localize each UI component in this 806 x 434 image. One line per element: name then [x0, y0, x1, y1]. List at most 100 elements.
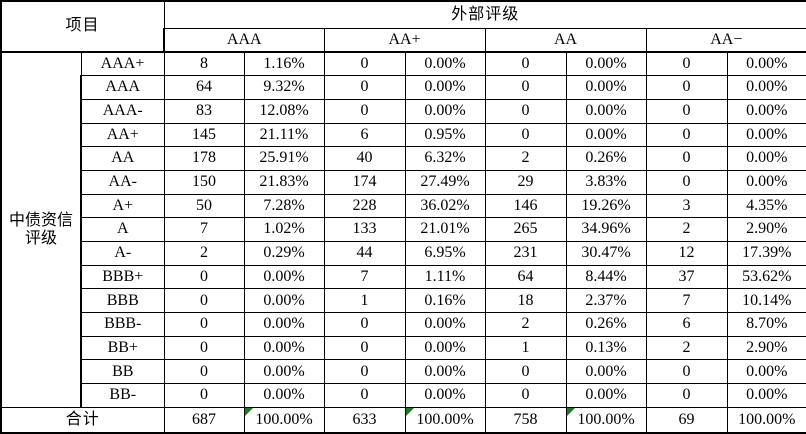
header-col-aa-plus: AA+ [323, 27, 486, 53]
percent-cell: 8.70% [726, 312, 806, 337]
percent-cell: 4.35% [726, 193, 806, 219]
table-row: AA- 150 21.83% 174 27.49% 29 3.83% 0 0.00% [1, 169, 806, 195]
count-cell: 2 [645, 217, 728, 242]
count-cell: 0 [484, 75, 567, 100]
row-label-cell: AA- [79, 169, 165, 195]
table-row: A- 2 0.29% 44 6.95% 231 30.47% 12 17.39% [1, 241, 806, 266]
table-row: A+ 50 7.28% 228 36.02% 146 19.26% 3 4.35% [1, 193, 806, 219]
green-flag-triangle-icon [245, 408, 253, 416]
percent-cell: 27.49% [404, 169, 486, 195]
count-cell: 0 [323, 312, 406, 337]
percent-cell: 6.32% [404, 146, 486, 171]
percent-cell: 0.00% [565, 75, 647, 100]
percent-cell: 21.83% [243, 169, 325, 195]
count-cell: 0 [484, 383, 567, 408]
row-label-cell: A- [79, 241, 165, 266]
header-project-cell: 项目 [0, 0, 165, 53]
percent-cell: 0.16% [404, 288, 486, 314]
count-cell: 40 [323, 146, 406, 171]
count-cell: 0 [323, 335, 406, 361]
count-cell: 0 [163, 383, 245, 408]
table-row: BBB+ 0 0.00% 7 1.11% 64 8.44% 37 53.62% [1, 264, 806, 290]
count-cell: 44 [323, 241, 406, 266]
count-cell: 2 [484, 312, 567, 337]
percent-cell: 0.13% [565, 335, 647, 361]
count-cell: 150 [163, 169, 245, 195]
green-flag-triangle-icon [406, 408, 414, 416]
count-cell: 2 [163, 241, 245, 266]
percent-cell: 0.00% [726, 359, 806, 385]
total-percent-cell: 100.00% [565, 406, 647, 434]
table-footer: 合计 687 100.00% 633 100.00% 758 100.00% 69 100.0… [0, 406, 806, 434]
left-axis-label-line: 评级 [24, 229, 57, 247]
percent-cell: 0.26% [565, 312, 647, 337]
count-cell: 0 [645, 383, 728, 408]
count-cell: 12 [645, 241, 728, 266]
percent-cell: 0.00% [404, 335, 486, 361]
table-row: AA 178 25.91% 40 6.32% 2 0.26% 0 0.00% [1, 146, 806, 171]
count-cell: 0 [163, 335, 245, 361]
left-axis-label-line: 中债资信 [8, 211, 73, 229]
percent-cell: 10.14% [726, 288, 806, 314]
count-cell: 265 [484, 217, 567, 242]
count-cell: 0 [645, 169, 728, 195]
percent-cell: 0.00% [243, 359, 325, 385]
count-cell: 64 [163, 75, 245, 100]
count-cell: 83 [163, 98, 245, 124]
percent-cell: 19.26% [565, 193, 647, 219]
total-count-cell: 69 [645, 406, 728, 434]
percent-cell: 53.62% [726, 264, 806, 290]
percent-cell: 0.00% [404, 383, 486, 408]
count-cell: 133 [323, 217, 406, 242]
table-row: 中债资信 评级 AAA+ 8 1.16% 0 0.00% 0 0.00% 0 0.00% [0, 51, 806, 408]
total-percent-cell: 100.00% [243, 406, 325, 434]
count-cell: 0 [484, 122, 567, 148]
count-cell: 18 [484, 288, 567, 314]
percent-cell: 34.96% [565, 217, 647, 242]
row-label-cell: BB [79, 359, 165, 385]
percent-cell: 36.02% [404, 193, 486, 219]
count-cell: 0 [163, 359, 245, 385]
header-external-rating-cell: 外部评级 [163, 0, 806, 29]
row-label-cell: AAA+ [80, 51, 165, 77]
count-cell: 29 [484, 169, 567, 195]
table-row: A 7 1.02% 133 21.01% 265 34.96% 2 2.90% [1, 217, 806, 242]
table-row: BBB- 0 0.00% 0 0.00% 2 0.26% 6 8.70% [1, 312, 806, 337]
percent-cell: 0.00% [565, 51, 647, 77]
count-cell: 0 [645, 359, 728, 385]
header-col-aaa: AAA [163, 27, 325, 53]
count-cell: 145 [163, 122, 245, 148]
count-cell: 1 [323, 288, 406, 314]
count-cell: 8 [163, 51, 245, 77]
percent-cell: 9.32% [243, 75, 325, 100]
count-cell: 0 [645, 75, 728, 100]
percent-cell: 1.11% [404, 264, 486, 290]
count-cell: 64 [484, 264, 567, 290]
count-cell: 0 [163, 312, 245, 337]
table-row: BBB 0 0.00% 1 0.16% 18 2.37% 7 10.14% [1, 288, 806, 314]
percent-cell: 0.00% [404, 51, 486, 77]
count-cell: 6 [323, 122, 406, 148]
table-row: AAA 64 9.32% 0 0.00% 0 0.00% 0 0.00% [1, 75, 806, 100]
count-cell: 6 [645, 312, 728, 337]
count-cell: 0 [645, 146, 728, 171]
percent-cell: 0.00% [404, 312, 486, 337]
total-count-cell: 687 [163, 406, 245, 434]
percent-cell: 0.00% [726, 98, 806, 124]
count-cell: 37 [645, 264, 728, 290]
header-col-aa: AA [484, 27, 647, 53]
percent-cell: 0.00% [726, 383, 806, 408]
count-cell: 178 [163, 146, 245, 171]
percent-cell: 21.11% [243, 122, 325, 148]
percent-cell: 0.00% [565, 359, 647, 385]
row-label-cell: AA [79, 146, 165, 171]
percent-cell: 1.02% [243, 217, 325, 242]
row-label-cell: A+ [79, 193, 165, 219]
table-row: AAA- 83 12.08% 0 0.00% 0 0.00% 0 0.00% [1, 98, 806, 124]
percent-cell: 0.00% [243, 312, 325, 337]
percent-cell: 0.00% [565, 122, 647, 148]
total-row: 合计 687 100.00% 633 100.00% 758 100.00% 69 100.0… [0, 406, 806, 434]
count-cell: 0 [484, 51, 567, 77]
row-label-cell: A [79, 217, 165, 242]
percent-cell: 0.00% [404, 359, 486, 385]
